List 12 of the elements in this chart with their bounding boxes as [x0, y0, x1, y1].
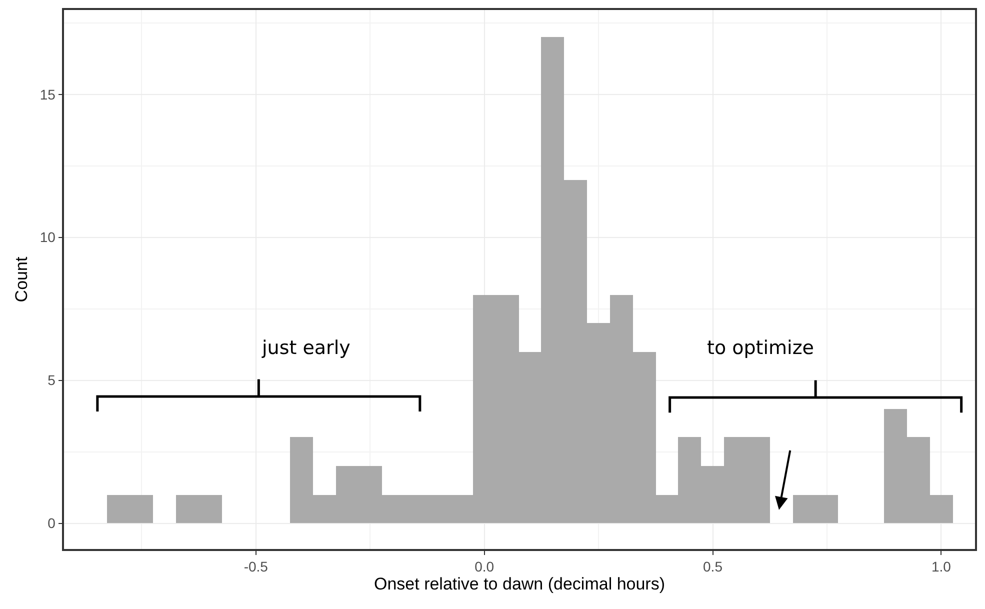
annotation: to optimize	[707, 337, 814, 359]
y-tick-label: 10	[40, 229, 56, 246]
x-tick-label: -0.5	[244, 558, 268, 575]
x-tick-label: 1.0	[931, 558, 952, 575]
annotation: just early	[261, 337, 350, 359]
y-tick-label: 15	[40, 86, 56, 102]
x-axis-title: Onset relative to dawn (decimal hours)	[374, 574, 666, 594]
y-axis-title: Count	[12, 256, 31, 302]
x-tick-label: 0.0	[474, 558, 494, 575]
y-tick-label: 0	[48, 515, 56, 532]
x-tick-label: 0.5	[703, 558, 723, 575]
y-tick-label: 5	[48, 372, 56, 388]
